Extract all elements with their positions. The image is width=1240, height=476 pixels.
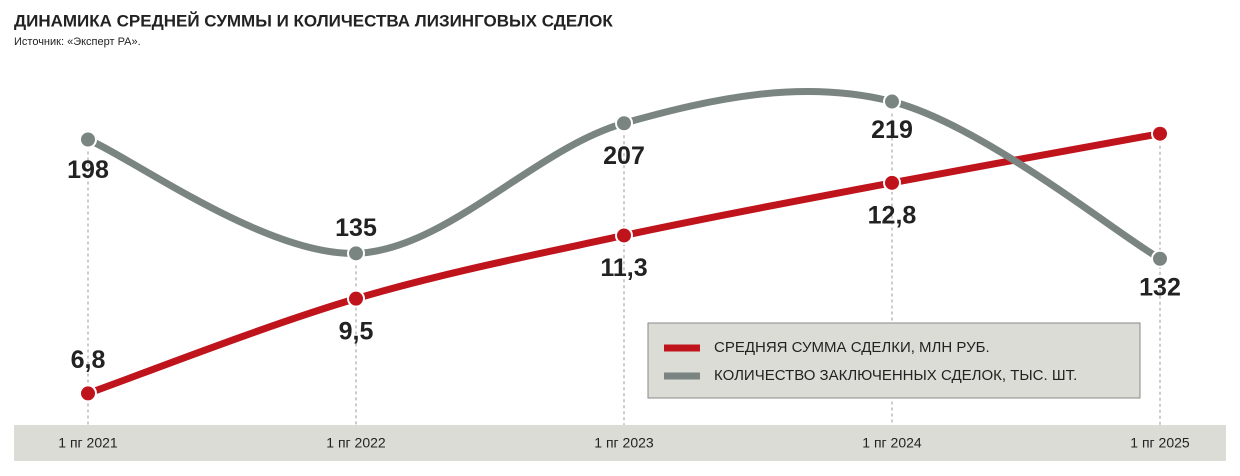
x-tick-label: 1 пг 2024 bbox=[862, 435, 922, 451]
data-label: 198 bbox=[67, 156, 109, 184]
point bbox=[79, 130, 97, 149]
point bbox=[615, 114, 633, 133]
point bbox=[347, 289, 365, 308]
data-label: 6,8 bbox=[71, 346, 106, 374]
point bbox=[1151, 124, 1169, 143]
point bbox=[1151, 249, 1169, 268]
x-axis-band bbox=[14, 425, 1226, 461]
legend-box bbox=[647, 322, 1141, 399]
data-label: 9,5 bbox=[339, 317, 374, 345]
chart-subtitle: Источник: «Эксперт РА». bbox=[14, 36, 141, 48]
data-label: 11,3 bbox=[600, 254, 647, 282]
point bbox=[615, 226, 633, 245]
x-tick-label: 1 пг 2021 bbox=[58, 435, 118, 451]
x-tick-label: 1 пг 2022 bbox=[326, 435, 386, 451]
x-tick-label: 1 пг 2025 bbox=[1130, 435, 1190, 451]
data-label: 219 bbox=[871, 116, 913, 144]
data-label: 12,8 bbox=[868, 201, 917, 229]
data-label: 135 bbox=[335, 214, 377, 242]
x-tick-label: 1 пг 2023 bbox=[594, 435, 654, 451]
legend-label: КОЛИЧЕСТВО ЗАКЛЮЧЕННЫХ СДЕЛОК, ТЫС. ШТ. bbox=[714, 367, 1077, 384]
chart-title: ДИНАМИКА СРЕДНЕЙ СУММЫ И КОЛИЧЕСТВА ЛИЗИ… bbox=[14, 11, 613, 30]
point bbox=[883, 173, 901, 192]
data-label: 132 bbox=[1139, 273, 1181, 301]
point bbox=[883, 92, 901, 111]
legend-label: СРЕДНЯЯ СУММА СДЕЛКИ, МЛН РУБ. bbox=[714, 339, 990, 356]
point bbox=[347, 244, 365, 263]
point bbox=[79, 384, 97, 403]
data-label: 207 bbox=[603, 142, 645, 170]
